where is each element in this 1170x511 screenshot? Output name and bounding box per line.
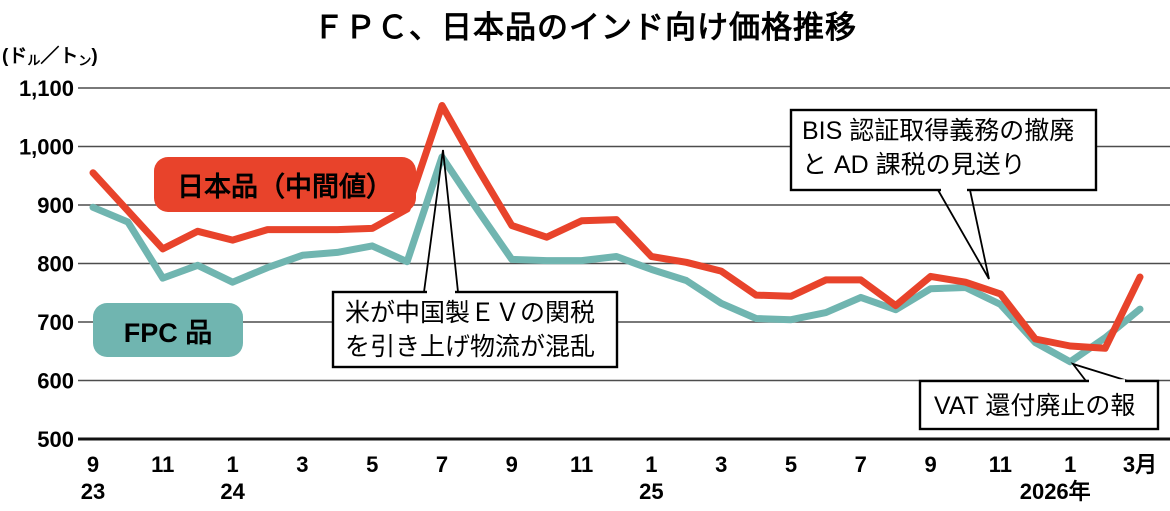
chart-title: ＦＰＣ、日本品のインド向け価格推移 [313,10,857,45]
y-tick-label: 600 [37,369,74,394]
series-line-japan [89,102,1144,352]
x-tick-label: 11 [989,452,1012,477]
annotation-text-bis: BIS 認証取得義務の撤廃 [802,117,1074,145]
annotation-box-vat [918,379,1160,431]
series-badge-fpc [93,303,243,357]
x-tick-label: 1 [645,452,657,477]
y-tick-label: 800 [37,252,74,277]
year-label: 23 [81,479,105,504]
callout-leader-ev-tariff [423,149,459,293]
series-badge-japan [154,157,416,212]
year-label: 24 [220,479,245,504]
x-tick-label: 7 [436,452,448,477]
y-tick-label: 1,000 [19,135,74,160]
x-tick-label: 5 [785,452,797,477]
x-tick-label: 9 [506,452,518,477]
y-tick-label: 1,100 [19,76,74,101]
series-badge-fpc-label: FPC 品 [124,318,213,348]
annotation-text-ev-tariff: を引き上げ物流が混乱 [345,333,595,361]
annotation-box-bis [789,108,1098,192]
year-label: 25 [639,479,663,504]
y-tick-label: 900 [37,193,74,218]
x-tick-label: 3 [296,452,308,477]
x-tick-label: 1 [1064,452,1076,477]
x-tick-label: 5 [366,452,378,477]
year-label: 2026年 [1020,479,1091,504]
x-tick-label: 9 [924,452,936,477]
annotation-text-ev-tariff: 米が中国製ＥＶの関税 [345,299,595,327]
y-axis-unit: (ドル／トン) [2,44,98,68]
annotation-text-vat: VAT 還付廃止の報 [934,392,1135,420]
x-tick-label: 11 [151,452,174,477]
x-tick-label: 3 [715,452,727,477]
x-tick-label: 1 [226,452,238,477]
x-tick-label: 3月 [1123,452,1157,477]
series-line-fpc [89,153,1144,366]
annotation-box-ev-tariff [331,290,619,369]
y-tick-label: 500 [37,427,74,452]
x-tick-label: 7 [855,452,867,477]
x-tick-label: 11 [570,452,593,477]
x-tick-label: 9 [87,452,99,477]
y-tick-label: 700 [37,310,74,335]
series-badge-japan-label: 日本品（中間値） [177,172,393,202]
callout-leader-bis [937,189,990,280]
callout-leader-vat [1070,362,1129,382]
annotation-text-bis: と AD 課税の見送り [802,151,1026,179]
